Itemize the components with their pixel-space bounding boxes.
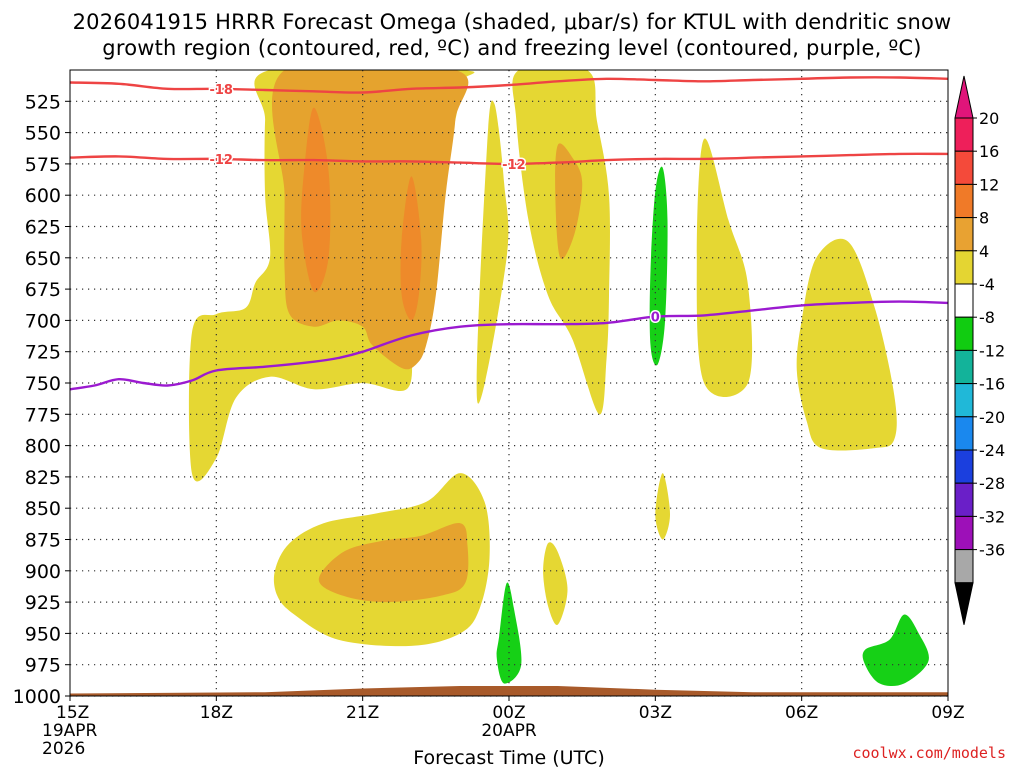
- y-tick-label-900: 900: [25, 561, 61, 583]
- y-tick-label-775: 775: [25, 404, 61, 426]
- y-tick-label-950: 950: [25, 623, 61, 645]
- colorbar-label-5: -4: [979, 275, 995, 294]
- x-tick-label-21Z: 21Z: [346, 703, 379, 723]
- contour-line-1: [70, 152, 948, 166]
- colorbar-swatch-1: [954, 150, 974, 185]
- colorbar-swatch-7: [954, 349, 974, 385]
- contour-layer: -18 -12 -12 0: [70, 76, 948, 391]
- colorbar-swatch-13: [954, 549, 974, 584]
- y-tick-label-600: 600: [25, 185, 61, 207]
- omega-region-w4-3: [696, 138, 753, 398]
- colorbar-swatch-3: [954, 217, 974, 252]
- colorbar-label-7: -12: [979, 341, 1005, 360]
- colorbar-swatch-11: [954, 482, 974, 517]
- terrain-layer: [70, 686, 948, 696]
- omega-region-w8-10: [318, 523, 469, 603]
- y-tick-label-1000: 1000: [13, 686, 61, 708]
- omega-region-w12-11: [301, 107, 331, 293]
- colorbar-swatch-8: [954, 383, 974, 418]
- colorbar-label-10: -24: [979, 441, 1005, 460]
- y-tick-label-550: 550: [25, 123, 61, 145]
- colorbar-swatch-12: [954, 515, 974, 551]
- y-tick-label-625: 625: [25, 217, 61, 239]
- colorbar-label-1: 16: [979, 142, 999, 161]
- omega-region-wm4-15: [862, 614, 929, 687]
- y-tick-label-725: 725: [25, 342, 61, 364]
- colorbar-swatch-0: [954, 117, 974, 152]
- y-tick-label-825: 825: [25, 467, 61, 489]
- chart-title-line-2: growth region (contoured, red, ºC) and f…: [102, 36, 922, 60]
- omega-shading-layer: [188, 70, 929, 687]
- contour-label-0-0: -18: [209, 83, 233, 98]
- omega-region-w4-7: [543, 542, 568, 625]
- colorbar-label-0: 20: [979, 109, 999, 128]
- y-tick-label-675: 675: [25, 279, 61, 301]
- x-tick-label-09Z: 09Z: [931, 703, 964, 723]
- omega-region-w12-12: [400, 176, 422, 321]
- colorbar-bottom-arrow: [954, 582, 974, 625]
- colorbar-label-13: -36: [979, 541, 1005, 560]
- x-tick-label-00Z: 00Z: [492, 703, 525, 723]
- colorbar-swatch-6: [954, 316, 974, 351]
- y-tick-label-650: 650: [25, 248, 61, 270]
- x-tick-label-06Z: 06Z: [785, 703, 818, 723]
- contour-line-0: [70, 76, 948, 94]
- omega-region-w4-6: [655, 473, 670, 540]
- colorbar-label-12: -32: [979, 507, 1005, 526]
- chart-title-line-1: 2026041915 HRRR Forecast Omega (shaded, …: [72, 10, 952, 34]
- omega-region-w4-1: [476, 100, 509, 404]
- colorbar-label-2: 12: [979, 175, 999, 194]
- contour-label-1-1: -12: [502, 158, 526, 173]
- y-axis-ticks: 525 550 575 600 625 650 675 700 725 750 775 800 825 8…: [13, 91, 70, 708]
- colorbar-label-9: -20: [979, 408, 1005, 427]
- colorbar-label-8: -16: [979, 375, 1005, 394]
- x-tick-label-03Z: 03Z: [639, 703, 672, 723]
- y-tick-label-750: 750: [25, 373, 61, 395]
- colorbar-swatch-5: [954, 283, 974, 318]
- colorbar-label-11: -28: [979, 474, 1005, 493]
- x-tick-date-00Z: 20APR: [481, 721, 537, 741]
- y-tick-label-800: 800: [25, 436, 61, 458]
- site-credit: coolwx.com/models: [852, 744, 1006, 762]
- contour-line-2: [70, 300, 948, 391]
- y-tick-label-575: 575: [25, 154, 61, 176]
- terrain-surface: [70, 686, 948, 696]
- x-tick-label-15Z: 15Z: [56, 703, 89, 723]
- contour-label-1-0: -12: [209, 153, 233, 168]
- colorbar-top-arrow: [954, 75, 974, 119]
- y-tick-label-850: 850: [25, 498, 61, 520]
- y-tick-label-700: 700: [25, 310, 61, 332]
- colorbar-label-4: 4: [979, 242, 989, 261]
- x-axis-label: Forecast Time (UTC): [413, 747, 604, 768]
- omega-region-w4-4: [796, 238, 897, 451]
- colorbar-swatch-2: [954, 183, 974, 219]
- contour-label-2-0: 0: [651, 311, 660, 326]
- x-tick-label-18Z: 18Z: [200, 703, 233, 723]
- x-tick-date-15Z: 19APR: [42, 721, 98, 741]
- y-tick-label-975: 975: [25, 655, 61, 677]
- colorbar: 20 16 12 8 4 -4 -8 -12 -16 -20 -24 -28 -32 -36: [954, 75, 1005, 625]
- x-tick-year-15Z: 2026: [42, 739, 85, 759]
- colorbar-label-3: 8: [979, 209, 989, 228]
- colorbar-label-6: -8: [979, 308, 995, 327]
- omega-region-w8-9: [555, 143, 583, 260]
- colorbar-swatch-10: [954, 449, 974, 484]
- colorbar-swatch-4: [954, 250, 974, 285]
- y-tick-label-875: 875: [25, 530, 61, 552]
- y-tick-label-525: 525: [25, 91, 61, 113]
- y-tick-label-925: 925: [25, 592, 61, 614]
- colorbar-swatch-9: [954, 416, 974, 451]
